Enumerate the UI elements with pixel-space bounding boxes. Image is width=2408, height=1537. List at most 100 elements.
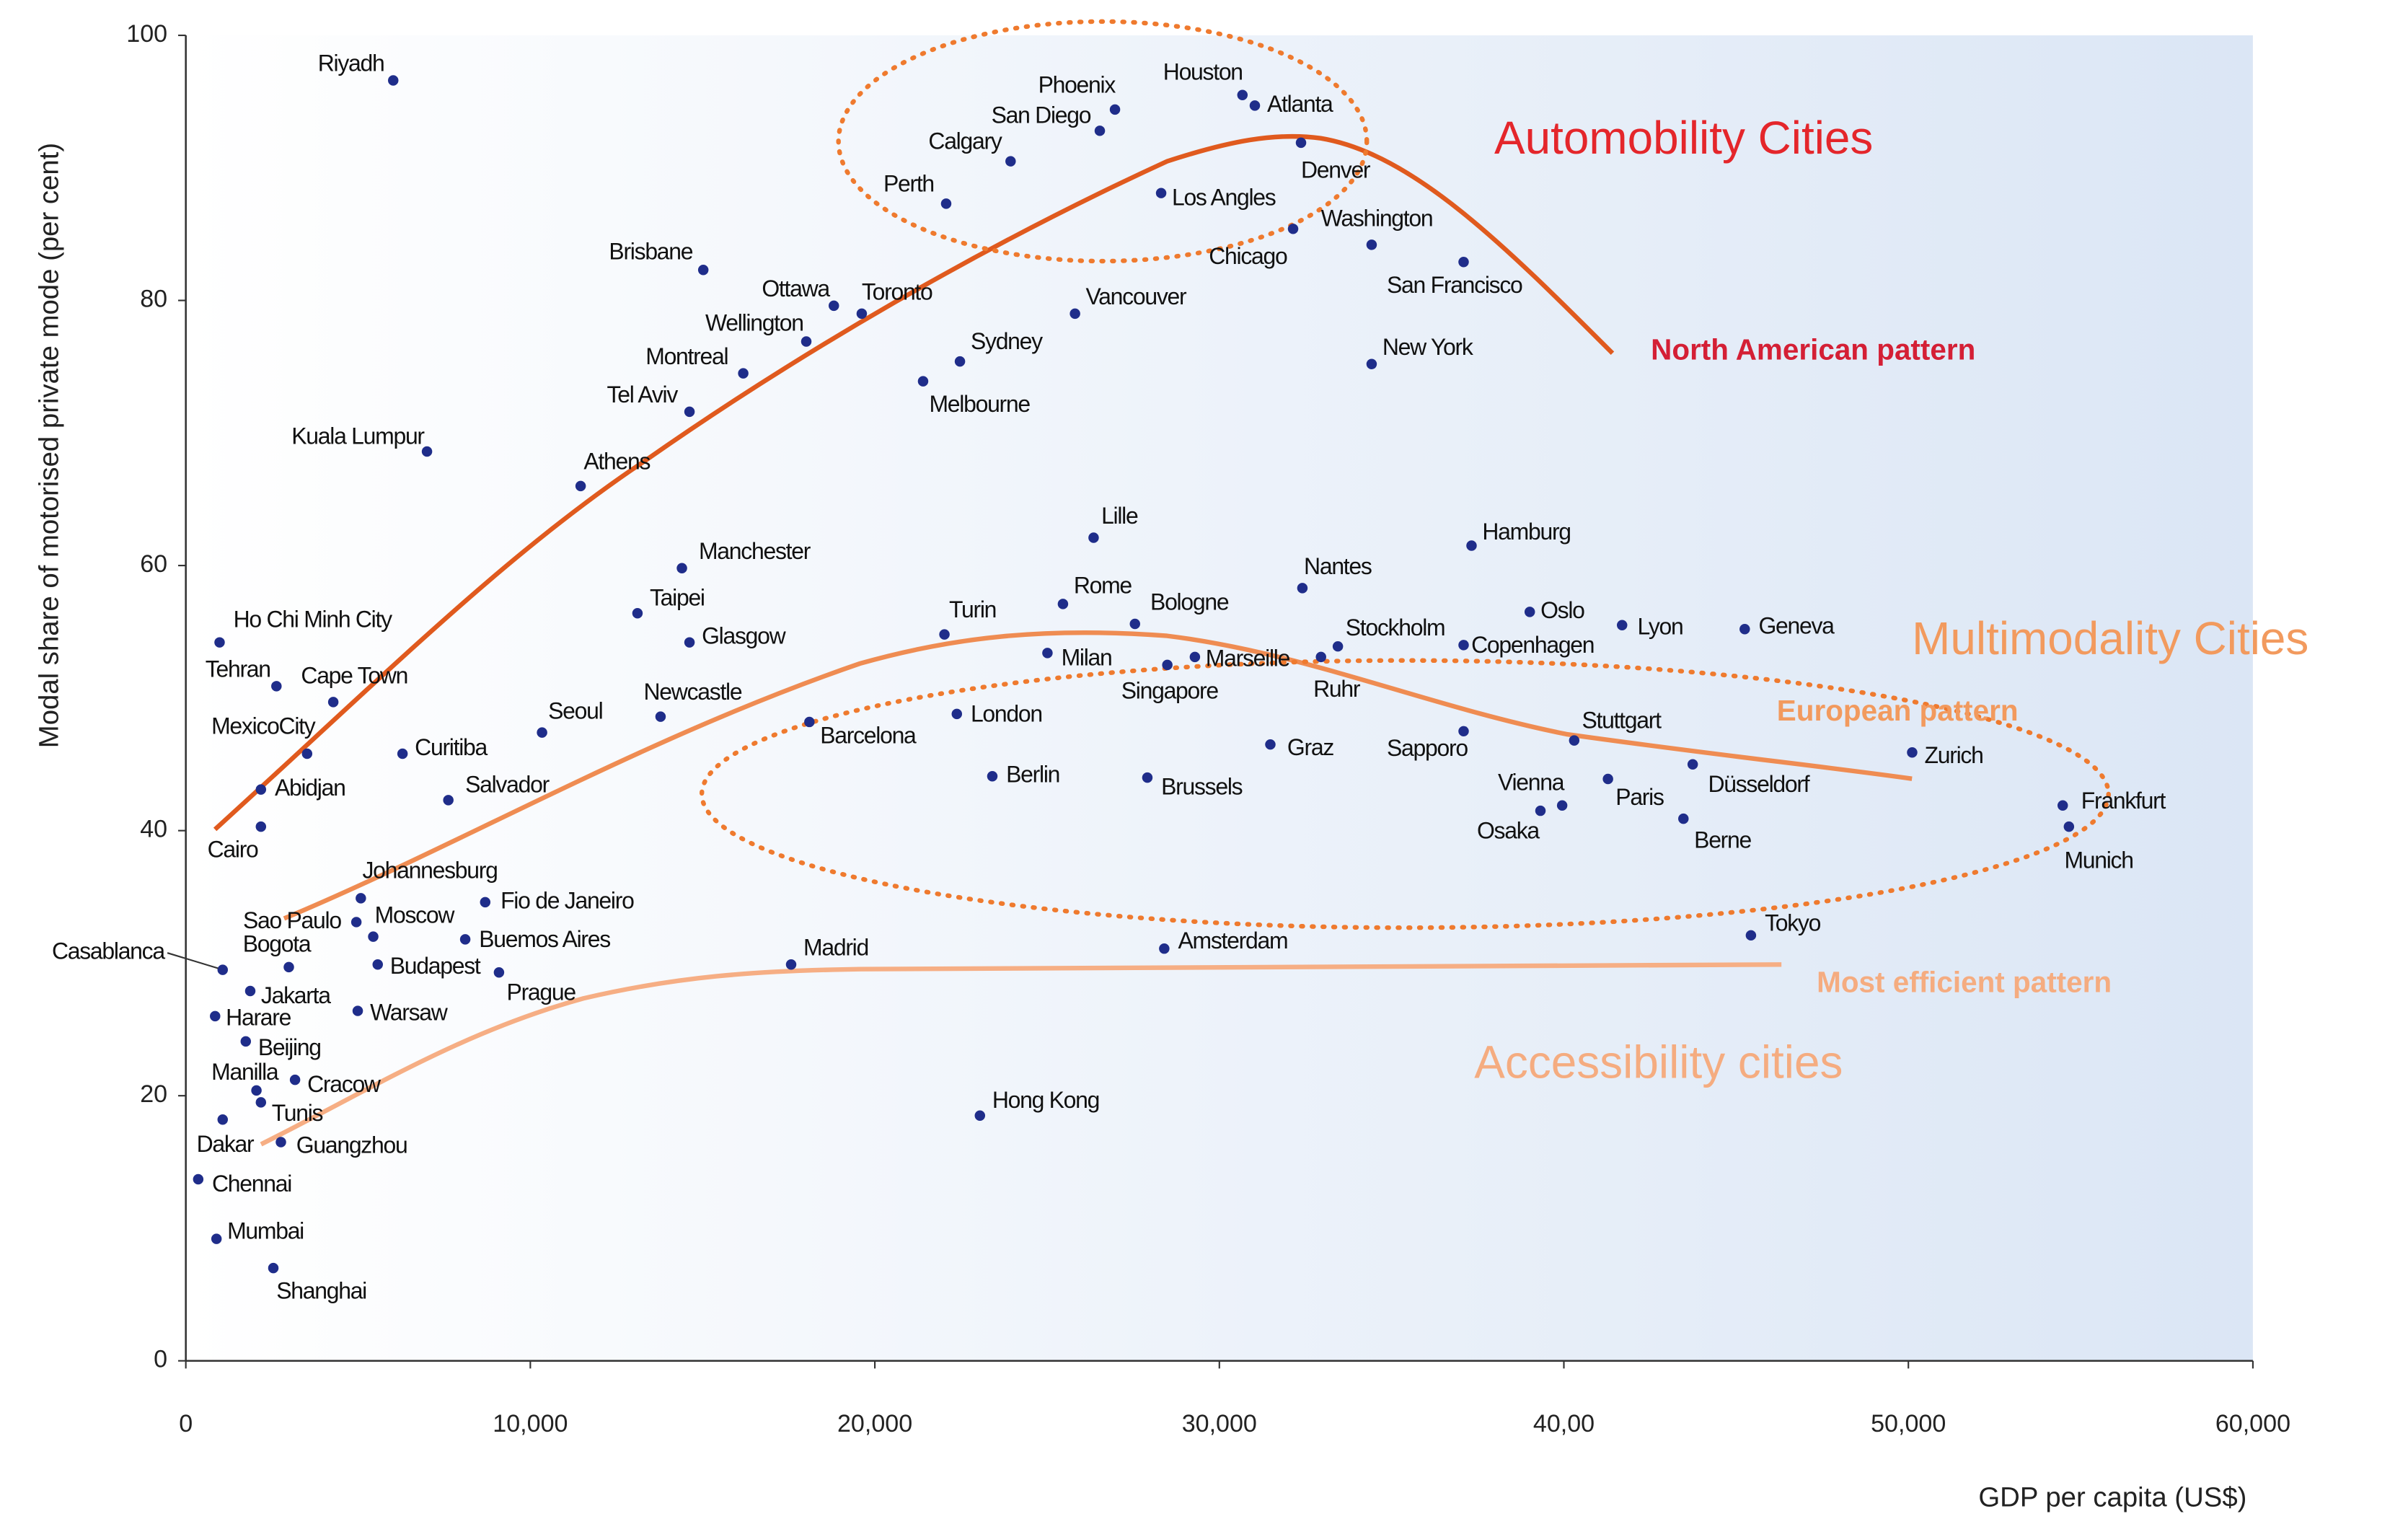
point-label: Newcastle xyxy=(644,679,742,705)
point xyxy=(2063,821,2075,832)
point xyxy=(801,336,812,347)
point xyxy=(1458,257,1469,268)
point xyxy=(275,1137,286,1148)
annotation: European pattern xyxy=(1777,694,2019,727)
point-label: Harare xyxy=(226,1005,291,1031)
point-label: Kuala Lumpur xyxy=(291,423,425,449)
point xyxy=(917,376,929,387)
point-label: Bogota xyxy=(243,931,312,957)
point xyxy=(1556,800,1568,811)
point-label: Osaka xyxy=(1477,817,1540,843)
point xyxy=(421,446,433,457)
annotation: Most efficient pattern xyxy=(1817,966,2112,999)
point-label: San Diego xyxy=(992,102,1091,128)
point xyxy=(255,1097,267,1108)
point xyxy=(697,265,709,276)
point-label: New York xyxy=(1382,334,1474,360)
point xyxy=(1458,640,1469,651)
point-label: San Francisco xyxy=(1387,272,1522,298)
point xyxy=(368,931,379,942)
point-label: Curitiba xyxy=(415,734,488,760)
point-label: Denver xyxy=(1301,157,1371,183)
point xyxy=(388,75,399,86)
point-label: Houston xyxy=(1163,58,1243,84)
y-tick-label: 40 xyxy=(140,816,167,843)
point xyxy=(1535,805,1546,816)
point-label: Moscow xyxy=(375,902,456,928)
point-label: Paris xyxy=(1615,784,1664,810)
point xyxy=(193,1173,204,1185)
point-label: Hamburg xyxy=(1482,519,1570,545)
point xyxy=(1366,239,1377,250)
european-curve xyxy=(283,630,1913,921)
point-label: Buemos Aires xyxy=(479,926,610,952)
point xyxy=(785,959,797,970)
point-label: Oslo xyxy=(1540,597,1584,623)
point xyxy=(655,711,666,722)
point-label: Budapest xyxy=(390,953,481,979)
point-label: Chennai xyxy=(212,1171,291,1197)
point-label: Singapore xyxy=(1121,678,1219,704)
point xyxy=(443,795,454,806)
point-label: Madrid xyxy=(803,934,868,960)
annotation: North American pattern xyxy=(1651,332,1975,366)
point-label: Amsterdam xyxy=(1178,928,1288,954)
point-label: Tunis xyxy=(272,1100,323,1126)
point xyxy=(1295,137,1307,149)
point xyxy=(255,784,267,795)
point-label: Zurich xyxy=(1925,742,1983,768)
automobility-ellipse xyxy=(836,19,1370,264)
point-label: Chicago xyxy=(1209,243,1287,269)
point-label: Fio de Janeiro xyxy=(500,887,634,913)
point xyxy=(1249,100,1261,111)
plot-background xyxy=(185,35,2253,1361)
point-label: Cairo xyxy=(208,837,258,863)
x-axis-label: GDP per capita (US$) xyxy=(1978,1482,2246,1513)
point-label: Glasgow xyxy=(702,623,787,649)
point xyxy=(939,629,950,640)
point xyxy=(1678,813,1689,824)
point-label: Salvador xyxy=(465,772,550,798)
point xyxy=(240,1036,252,1047)
y-tick-label: 80 xyxy=(140,286,167,313)
point-label: Turin xyxy=(949,596,996,622)
point xyxy=(244,985,256,997)
point-label: Vancouver xyxy=(1086,283,1187,309)
point-label: Abidjan xyxy=(275,775,345,801)
point-label: Stuttgart xyxy=(1582,708,1662,734)
point-label: Brisbane xyxy=(609,238,692,264)
point xyxy=(1366,358,1377,369)
point xyxy=(537,727,547,738)
point-label: Dakar xyxy=(197,1131,255,1157)
point-label: Montreal xyxy=(645,343,728,369)
point xyxy=(804,716,815,728)
point-label: Beijing xyxy=(258,1034,321,1060)
point-label: Athens xyxy=(583,448,650,474)
point-label: Jakarta xyxy=(261,982,331,1008)
point xyxy=(1070,308,1080,320)
point xyxy=(1466,540,1477,551)
point-label: Mumbai xyxy=(227,1218,304,1244)
point-label: Sapporo xyxy=(1387,735,1468,761)
point xyxy=(1907,747,1918,758)
point xyxy=(940,198,952,209)
leader-line xyxy=(167,952,219,969)
x-tick-label: 20,000 xyxy=(837,1410,912,1437)
point-label: Toronto xyxy=(862,279,932,305)
point-label: Manilla xyxy=(211,1059,279,1085)
point xyxy=(676,563,687,574)
point-label: Frankfurt xyxy=(2081,788,2166,814)
point-label: Taipei xyxy=(650,585,705,611)
point xyxy=(1057,599,1069,609)
point xyxy=(459,934,471,945)
point xyxy=(283,961,294,973)
point xyxy=(954,356,966,367)
point-label: Tokyo xyxy=(1765,910,1821,935)
point-label: Lille xyxy=(1101,503,1138,529)
point xyxy=(271,681,282,692)
point-label: Geneva xyxy=(1758,613,1835,639)
point-label: Barcelona xyxy=(820,723,917,749)
point xyxy=(493,967,505,978)
point xyxy=(738,368,749,379)
